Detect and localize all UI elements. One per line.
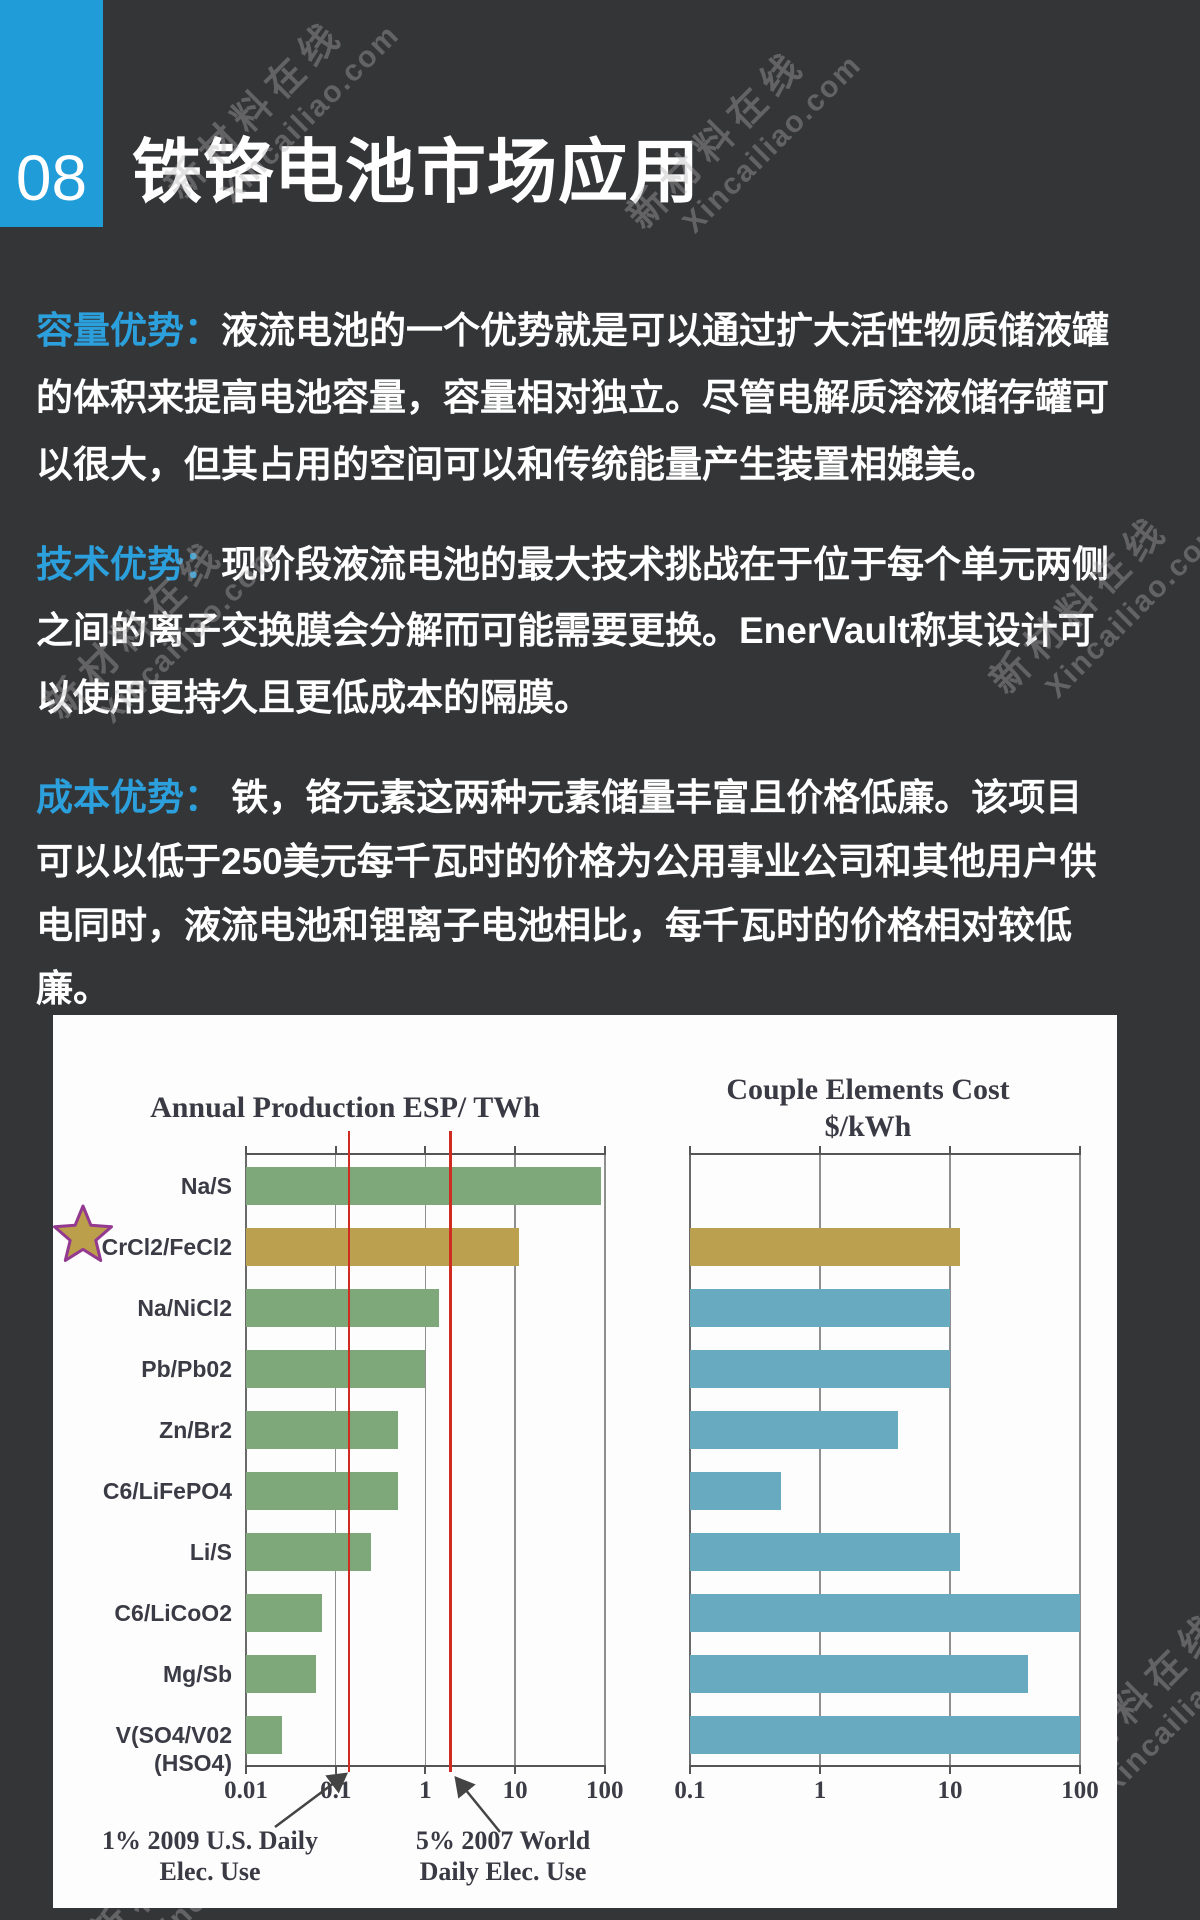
bar — [690, 1654, 1029, 1693]
axis-tick — [1079, 1146, 1081, 1155]
bar — [246, 1288, 439, 1327]
category-label: Li/S — [189, 1538, 232, 1565]
text-line: 以使用更持久且更低成本的隔膜。 — [36, 677, 591, 718]
axis-tick — [949, 1765, 951, 1774]
bar — [246, 1349, 426, 1388]
axis-tick-label: 0.1 — [320, 1777, 352, 1804]
axis-tick — [689, 1765, 691, 1774]
axis-tick — [603, 1765, 606, 1774]
axis-tick-label: 10 — [937, 1777, 963, 1804]
axis-tick — [949, 1146, 951, 1155]
bar — [246, 1166, 601, 1205]
watermark-en: Xincailiao.com — [676, 47, 869, 240]
bar — [246, 1410, 399, 1449]
right-chart-title: Couple Elements Cost $/kWh — [648, 1071, 1088, 1145]
watermark-cn: 新材料在线 — [982, 506, 1179, 703]
axis-tick — [689, 1146, 691, 1155]
bar — [690, 1410, 899, 1449]
category-label: Pb/Pb02 — [141, 1355, 232, 1382]
gridline — [604, 1155, 606, 1765]
axis-tick-label: 1 — [419, 1777, 432, 1804]
gridline — [949, 1155, 951, 1765]
category-label: Zn/Br2 — [159, 1416, 232, 1443]
axis-tick-label: 1 — [813, 1777, 827, 1804]
annotation-us-elec: 1% 2009 U.S. Daily Elec. Use — [102, 1826, 318, 1886]
gridline — [819, 1155, 821, 1765]
axis-tick — [424, 1765, 427, 1774]
bar — [246, 1227, 519, 1266]
text-line: 之间的离子交换膜会分解而可能需要更换。EnerVault称其设计可 — [36, 610, 1095, 651]
section-number: 08 — [15, 142, 88, 214]
gridline — [424, 1155, 427, 1765]
axis-tick — [245, 1146, 247, 1155]
bar — [246, 1593, 322, 1632]
category-label: Mg/Sb — [163, 1660, 232, 1687]
paragraph-lead: 容量优势： — [36, 310, 221, 351]
category-label: Na/S — [180, 1172, 232, 1199]
axis-tick — [245, 1765, 247, 1774]
axis-tick — [514, 1146, 517, 1155]
axis-tick-label: 100 — [586, 1777, 624, 1804]
axis-tick — [603, 1146, 606, 1155]
bar — [690, 1471, 781, 1510]
text-line: 的体积来提高电池容量，容量相对独立。尽管电解质溶液储存罐可 — [36, 377, 1109, 418]
axis-tick-label: 0.1 — [674, 1777, 706, 1804]
text-line: 廉。 — [36, 968, 110, 1009]
chart-figure: Annual Production ESP/ TWh Couple Elemen… — [53, 1015, 1117, 1908]
plot-bottom-border — [246, 1765, 605, 1767]
axis-tick — [424, 1146, 427, 1155]
plot-top-border — [246, 1153, 605, 1155]
paragraph-lead: 技术优势： — [36, 544, 221, 585]
gridline — [689, 1155, 691, 1765]
axis-tick-label: 100 — [1061, 1777, 1099, 1804]
text-line: 技术优势：现阶段液流电池的最大技术挑战在于位于每个单元两侧 — [36, 544, 1109, 585]
text-line: 容量优势：液流电池的一个优势就是可以通过扩大活性物质储液罐 — [36, 310, 1109, 351]
bar — [246, 1471, 399, 1510]
category-label: C6/LiFePO4 — [102, 1477, 232, 1504]
reference-line — [449, 1131, 452, 1772]
right-chart-title-line2: $/kWh — [824, 1110, 912, 1143]
axis-tick — [334, 1146, 337, 1155]
category-label: V(SO4/V02 (HSO4) — [115, 1721, 232, 1776]
bar — [690, 1288, 950, 1327]
plot-top-border — [690, 1153, 1080, 1155]
bar — [246, 1532, 372, 1571]
axis-tick — [819, 1765, 821, 1774]
bar — [246, 1654, 316, 1693]
category-label: Na/NiCl2 — [137, 1294, 232, 1321]
bar — [690, 1715, 1080, 1754]
category-label: CrCl2/FeCl2 — [101, 1233, 232, 1260]
axis-tick — [334, 1765, 337, 1774]
bar — [690, 1532, 961, 1571]
text-line: 成本优势： 铁，铬元素这两种元素储量丰富且价格低廉。该项目 — [36, 777, 1083, 818]
text-line: 可以以低于250美元每千瓦时的价格为公用事业公司和其他用户供 — [36, 841, 1097, 882]
category-label: C6/LiCoO2 — [114, 1599, 232, 1626]
axis-tick — [514, 1765, 517, 1774]
gridline — [334, 1155, 337, 1765]
gridline — [245, 1155, 247, 1765]
text-line: 电同时，液流电池和锂离子电池相比，每千瓦时的价格相对较低 — [36, 905, 1072, 946]
right-chart-title-line1: Couple Elements Cost — [726, 1073, 1010, 1106]
annotation-world-elec: 5% 2007 World Daily Elec. Use — [415, 1826, 591, 1886]
bar — [690, 1349, 950, 1388]
left-chart-title: Annual Production ESP/ TWh — [150, 1091, 540, 1124]
axis-tick-label: 10 — [502, 1777, 528, 1804]
bar — [246, 1715, 282, 1754]
axis-tick — [1079, 1765, 1081, 1774]
bar — [690, 1227, 961, 1266]
plot-bottom-border — [690, 1765, 1080, 1767]
paragraph-lead: 成本优势： — [36, 777, 221, 818]
text-line: 以很大，但其占用的空间可以和传统能量产生装置相媲美。 — [36, 444, 998, 485]
section-number-box: 08 — [0, 0, 103, 227]
reference-line — [347, 1131, 351, 1772]
bar — [690, 1593, 1080, 1632]
gridline — [514, 1155, 516, 1765]
gridline — [1079, 1155, 1081, 1765]
axis-tick-label: 0.01 — [224, 1777, 268, 1804]
page-title: 铁铬电池市场应用 — [132, 133, 700, 211]
axis-tick — [819, 1146, 821, 1155]
